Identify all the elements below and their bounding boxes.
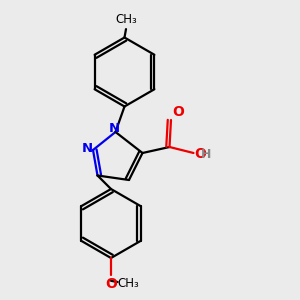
Text: O: O xyxy=(105,277,117,291)
Text: O: O xyxy=(194,148,206,161)
Text: H: H xyxy=(201,148,212,161)
Text: N: N xyxy=(108,122,120,136)
Text: CH₃: CH₃ xyxy=(115,13,137,26)
Text: N: N xyxy=(82,142,93,155)
Text: O: O xyxy=(172,104,184,118)
Text: CH₃: CH₃ xyxy=(118,277,140,290)
